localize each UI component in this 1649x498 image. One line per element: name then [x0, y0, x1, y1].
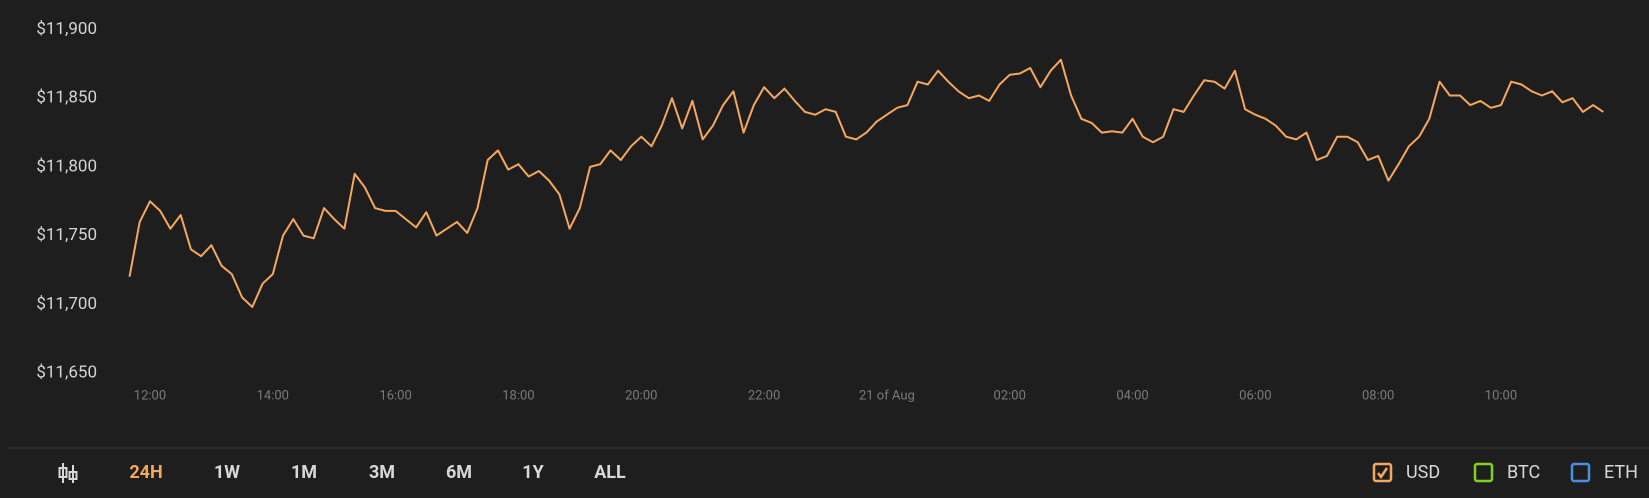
x-tick-label: 02:00: [994, 388, 1026, 403]
y-tick-label: $11,650: [36, 362, 97, 382]
y-tick-label: $11,900: [36, 19, 97, 39]
chart-type-icon[interactable]: [58, 463, 78, 483]
range-button[interactable]: ALL: [594, 462, 626, 483]
y-tick-label: $11,700: [36, 294, 97, 314]
x-tick-label: 06:00: [1239, 388, 1271, 403]
x-tick-label: 21 of Aug: [859, 388, 915, 403]
x-tick-label: 20:00: [625, 388, 657, 403]
legend-label[interactable]: BTC: [1507, 462, 1540, 483]
x-tick-label: 10:00: [1485, 388, 1517, 403]
range-button[interactable]: 1Y: [522, 462, 544, 483]
x-tick-label: 22:00: [748, 388, 780, 403]
legend-checkbox[interactable]: [1372, 462, 1393, 483]
y-tick-label: $11,800: [36, 156, 97, 176]
x-tick-label: 14:00: [257, 388, 289, 403]
range-button[interactable]: 1M: [291, 462, 317, 483]
range-button[interactable]: 24H: [129, 462, 162, 483]
legend-check: [1377, 467, 1389, 480]
x-tick-label: 08:00: [1362, 388, 1394, 403]
legend-label[interactable]: ETH: [1604, 462, 1638, 483]
legend-checkbox[interactable]: [1570, 462, 1591, 483]
range-button[interactable]: 6M: [446, 462, 472, 483]
range-button[interactable]: 3M: [369, 462, 395, 483]
x-tick-label: 04:00: [1116, 388, 1148, 403]
y-tick-label: $11,850: [36, 88, 97, 108]
range-button[interactable]: 1W: [214, 462, 240, 483]
x-tick-label: 16:00: [379, 388, 411, 403]
legend-checkbox[interactable]: [1473, 462, 1494, 483]
price-line: [128, 58, 1604, 308]
y-tick-label: $11,750: [36, 225, 97, 245]
x-tick-label: 18:00: [502, 388, 534, 403]
x-tick-label: 12:00: [134, 388, 166, 403]
legend-label[interactable]: USD: [1406, 462, 1440, 483]
